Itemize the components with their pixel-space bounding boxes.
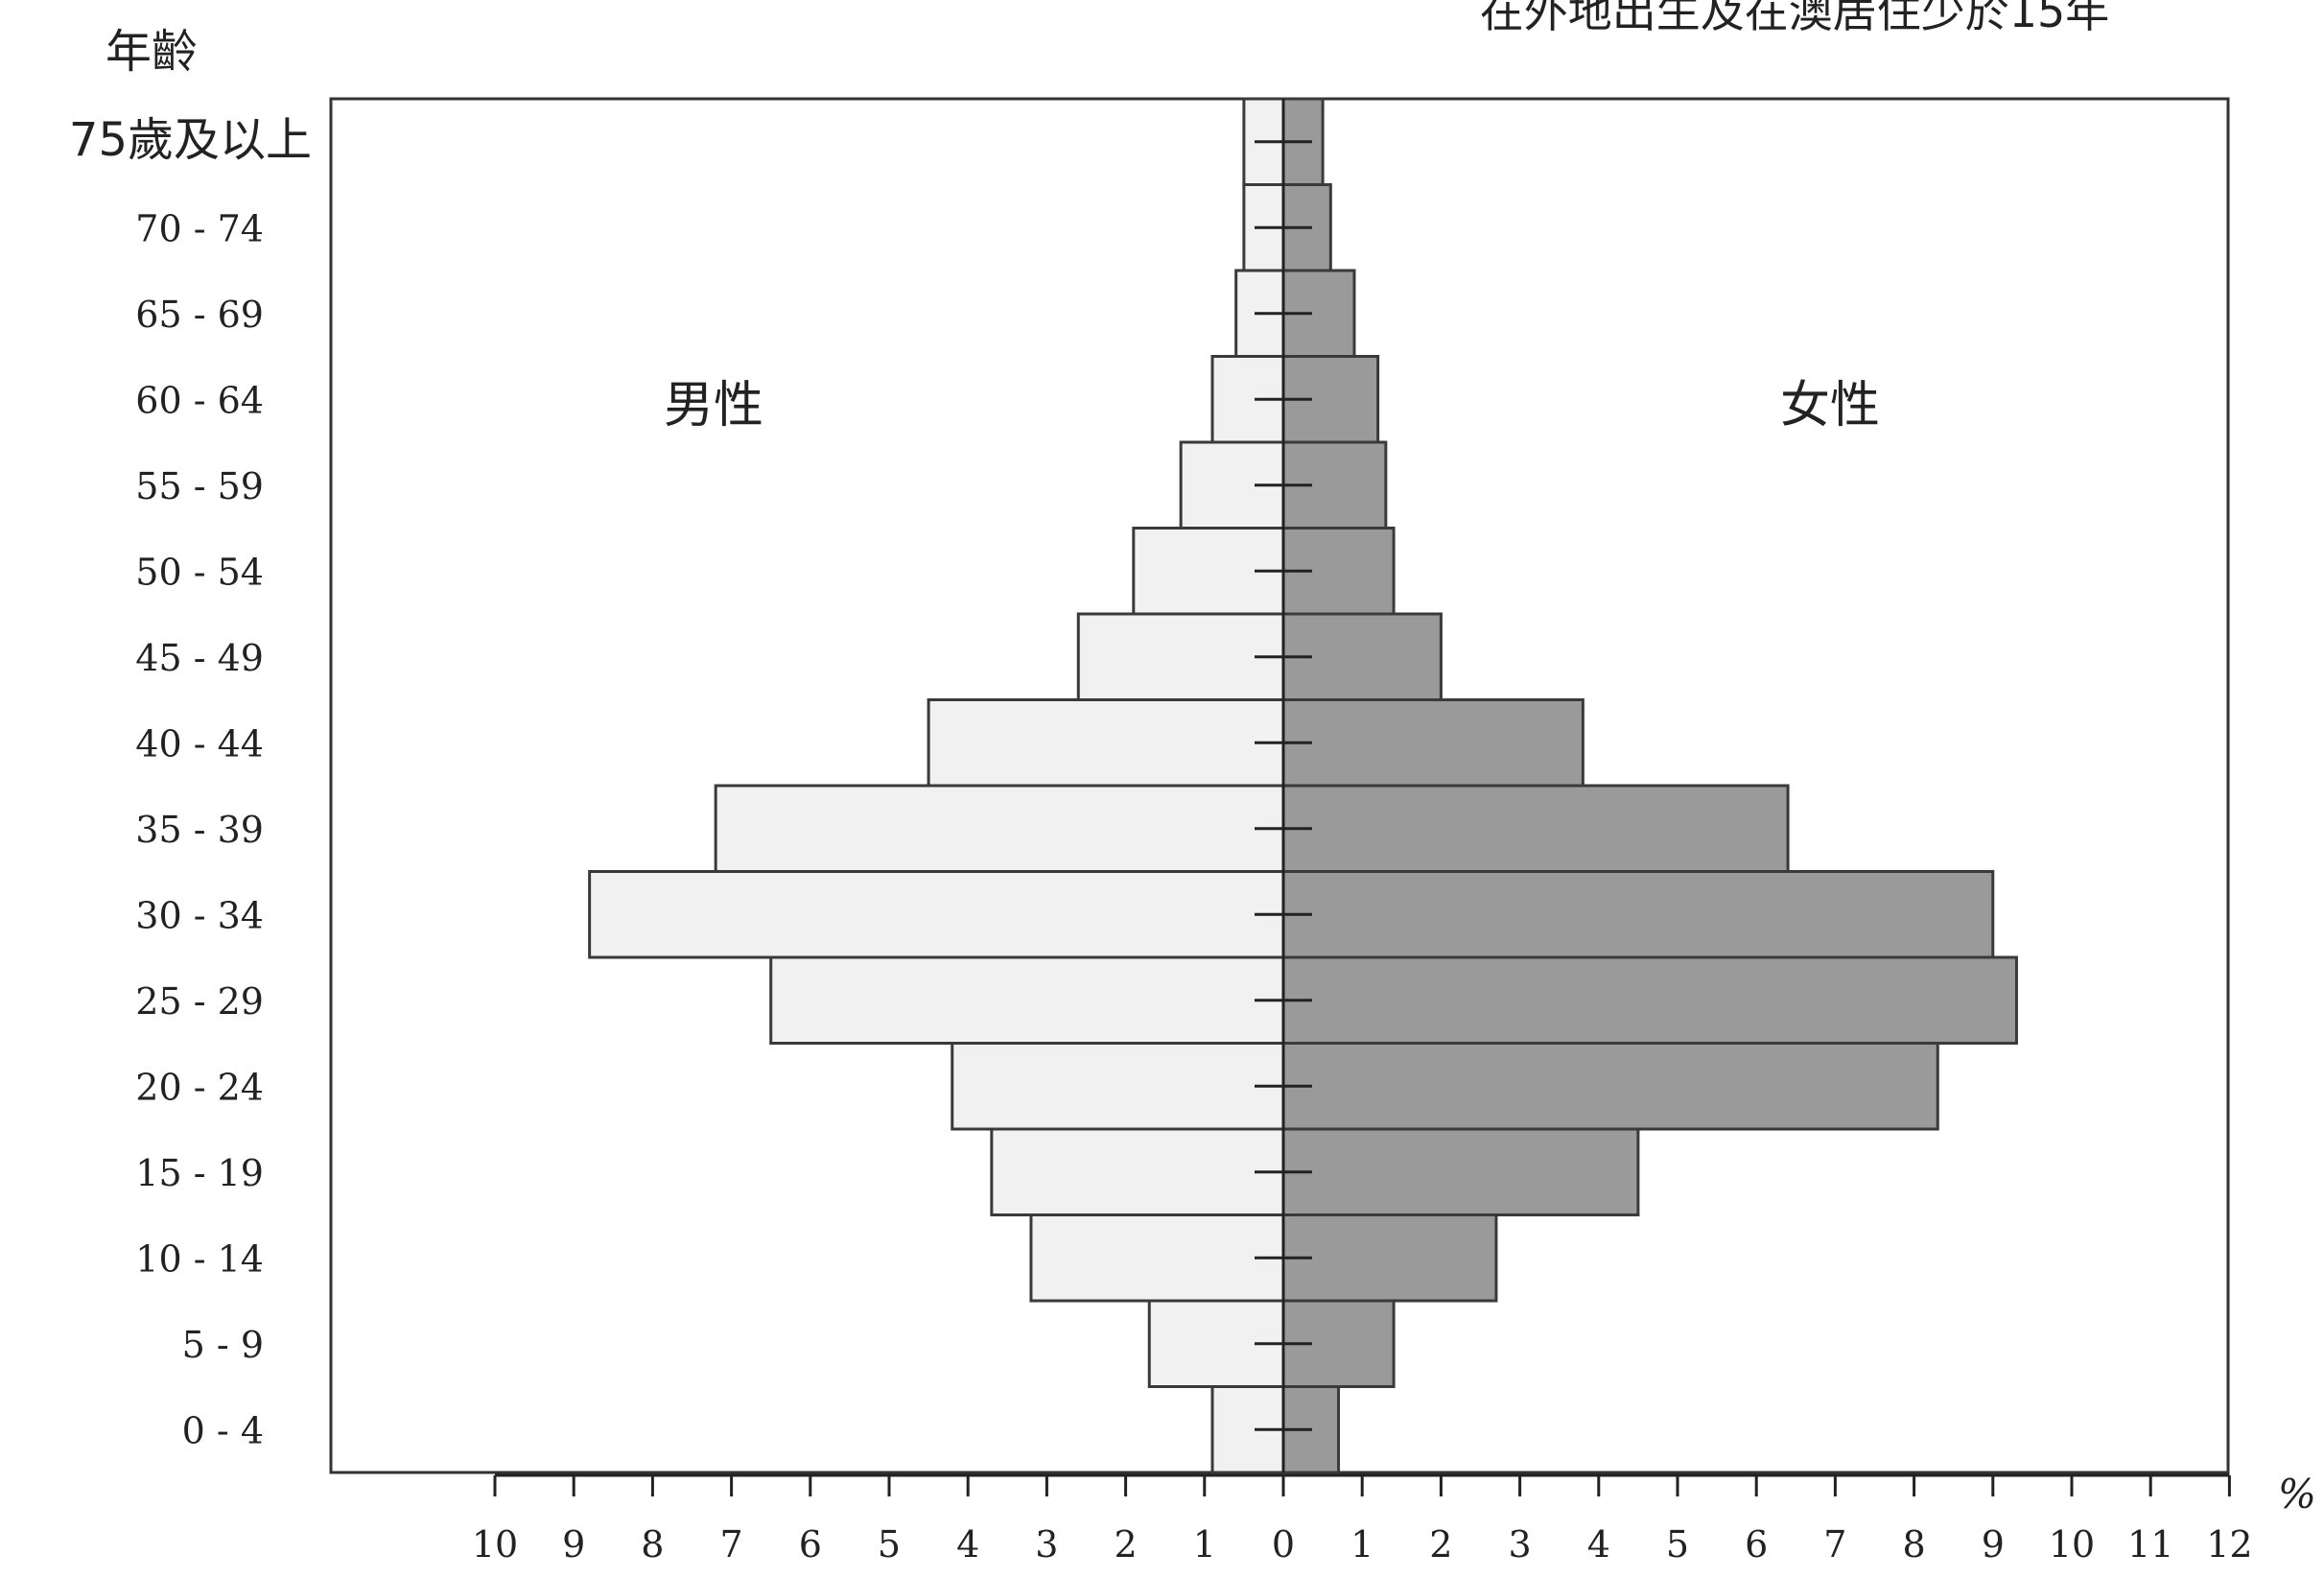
x-tick-label: 2 xyxy=(1115,1523,1138,1566)
y-tick-label: 70 - 74 xyxy=(135,207,264,249)
male-bar xyxy=(951,1042,1285,1131)
y-tick-label: 60 - 64 xyxy=(135,379,264,421)
y-tick-label: 10 - 14 xyxy=(135,1237,264,1280)
center-axis xyxy=(1255,99,1312,1472)
female-bar xyxy=(1281,1213,1498,1303)
y-tick-label: 15 - 19 xyxy=(135,1152,264,1194)
x-tick-label: 1 xyxy=(1193,1523,1216,1566)
female-bar xyxy=(1281,1042,1939,1131)
y-axis-tick-labels: 75歲及以上 70 - 74 65 - 69 60 - 64 55 - 59 50 - 5… xyxy=(69,113,312,1452)
y-tick-label: 55 - 59 xyxy=(135,465,264,507)
male-bar xyxy=(927,698,1285,788)
x-tick-label: 3 xyxy=(1509,1523,1532,1566)
y-tick-label: 65 - 69 xyxy=(135,294,264,336)
x-tick-label: 1 xyxy=(1350,1523,1373,1566)
x-tick-label: 7 xyxy=(1823,1523,1846,1566)
male-bar xyxy=(1076,612,1285,701)
x-tick-label: 4 xyxy=(1587,1523,1610,1566)
female-bar xyxy=(1281,698,1585,788)
x-axis: 10 9 8 7 6 5 4 3 2 1 0 1 2 3 4 5 6 7 8 9 10 11 12 xyxy=(472,1473,2253,1566)
male-bar xyxy=(1029,1213,1285,1303)
female-bar xyxy=(1281,1127,1640,1216)
x-tick-label: 12 xyxy=(2206,1523,2252,1566)
x-tick-label: 7 xyxy=(720,1523,743,1566)
x-tick-label: 5 xyxy=(878,1523,901,1566)
x-tick-label: 3 xyxy=(1035,1523,1058,1566)
x-tick-label: 5 xyxy=(1666,1523,1689,1566)
male-bar xyxy=(588,870,1285,959)
chart-title: 在外地出生及在澳居住少於15年 xyxy=(1480,0,2110,37)
y-tick-label: 30 - 34 xyxy=(135,894,264,936)
y-tick-label: 0 - 4 xyxy=(182,1409,264,1451)
y-axis-label: 年齡 xyxy=(106,25,198,79)
male-bar xyxy=(714,784,1285,873)
x-tick-label: 2 xyxy=(1429,1523,1452,1566)
x-axis-unit-label: % xyxy=(2278,1471,2316,1518)
y-tick-label: 40 - 44 xyxy=(135,722,264,765)
y-tick-label: 20 - 24 xyxy=(135,1066,264,1108)
female-bar xyxy=(1281,784,1790,873)
x-tick-label: 8 xyxy=(1903,1523,1926,1566)
y-tick-label: 75歲及以上 xyxy=(69,113,312,167)
male-bar xyxy=(769,955,1285,1045)
male-bar xyxy=(990,1127,1285,1216)
female-bar xyxy=(1281,955,2018,1045)
x-tick-label: 10 xyxy=(2049,1523,2095,1566)
male-series-label: 男性 xyxy=(664,377,763,435)
y-tick-label: 45 - 49 xyxy=(135,637,264,679)
x-tick-label: 10 xyxy=(472,1523,518,1566)
x-tick-label: 0 xyxy=(1272,1523,1295,1566)
x-tick-label: 8 xyxy=(641,1523,664,1566)
y-tick-label: 5 - 9 xyxy=(182,1324,264,1366)
y-tick-label: 35 - 39 xyxy=(135,809,264,851)
x-tick-label: 4 xyxy=(956,1523,979,1566)
x-tick-label: 6 xyxy=(1745,1523,1768,1566)
female-bar xyxy=(1281,870,1995,959)
x-tick-label: 11 xyxy=(2127,1523,2173,1566)
x-tick-label: 6 xyxy=(799,1523,822,1566)
bars-layer xyxy=(588,97,2018,1474)
x-tick-label: 9 xyxy=(1982,1523,2005,1566)
y-tick-label: 50 - 54 xyxy=(135,551,264,593)
female-series-label: 女性 xyxy=(1780,377,1880,435)
x-tick-label: 9 xyxy=(562,1523,585,1566)
y-tick-label: 25 - 29 xyxy=(135,980,264,1023)
